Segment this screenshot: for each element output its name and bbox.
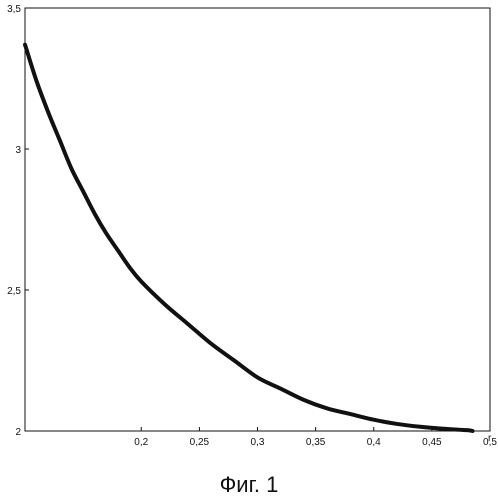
y-tick-label: 2 bbox=[15, 427, 21, 438]
figure-caption: Фиг. 1 bbox=[220, 472, 279, 497]
x-tick-label: 0,25 bbox=[190, 437, 210, 448]
x-tick-label: 0,45 bbox=[422, 437, 442, 448]
x-tick-label: 0,2 bbox=[134, 437, 148, 448]
x-tick-label: 0,4 bbox=[367, 437, 381, 448]
y-tick-label: 2,5 bbox=[7, 286, 21, 297]
series-line bbox=[25, 45, 473, 431]
x-tick-label: 0,35 bbox=[306, 437, 326, 448]
ticks-layer: 0,20,250,30,350,40,450,522,533,5 bbox=[7, 4, 497, 448]
plot-frame bbox=[25, 8, 490, 431]
y-tick-label: 3 bbox=[15, 145, 21, 156]
series-layer bbox=[25, 45, 473, 431]
x-tick-label: 0,3 bbox=[251, 437, 265, 448]
y-tick-label: 3,5 bbox=[7, 4, 21, 15]
